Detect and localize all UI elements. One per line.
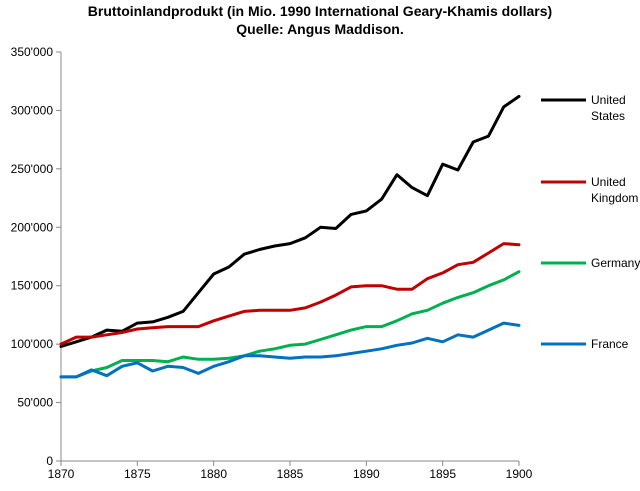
legend-label-united-kingdom: Kingdom [591, 191, 638, 205]
legend-label-united-states: States [591, 109, 625, 123]
y-tick-label: 150'000 [11, 279, 54, 293]
x-tick-label: 1900 [506, 467, 533, 481]
series-layer [59, 94, 521, 379]
y-tick-label: 50'000 [17, 396, 53, 410]
chart-title-block: Bruttoinlandprodukt (in Mio. 1990 Intern… [0, 2, 640, 38]
series-line-united-kingdom [59, 242, 521, 346]
y-tick-label: 200'000 [11, 220, 54, 234]
legend-label-germany: Germany [591, 256, 640, 270]
series-line-united-states [59, 94, 521, 348]
x-tick-label: 1895 [429, 467, 456, 481]
x-tick-label: 1870 [48, 467, 75, 481]
chart-title: Bruttoinlandprodukt (in Mio. 1990 Intern… [87, 3, 553, 19]
x-tick-label: 1885 [277, 467, 304, 481]
legend-label-france: France [591, 337, 629, 351]
x-tick-label: 1880 [200, 467, 227, 481]
legend-label-united-kingdom: United [591, 175, 626, 189]
x-tick-label: 1875 [124, 467, 151, 481]
y-tick-label: 100'000 [11, 337, 54, 351]
chart-subtitle: Quelle: Angus Maddison. [236, 21, 404, 37]
series-line-france [59, 321, 521, 379]
series-line-germany [59, 270, 521, 379]
axes: 0 50'000 100'000 150'000 200'000 250'000 300'0… [11, 45, 533, 481]
legend-label-united-states: United [591, 93, 626, 107]
x-tick-label: 1890 [353, 467, 380, 481]
y-tick-label: 350'000 [11, 45, 54, 59]
legend: United States United Kingdom Germany France [541, 93, 640, 351]
y-tick-label: 300'000 [11, 103, 54, 117]
y-tick-label: 0 [46, 454, 53, 468]
y-tick-label: 250'000 [11, 162, 54, 176]
